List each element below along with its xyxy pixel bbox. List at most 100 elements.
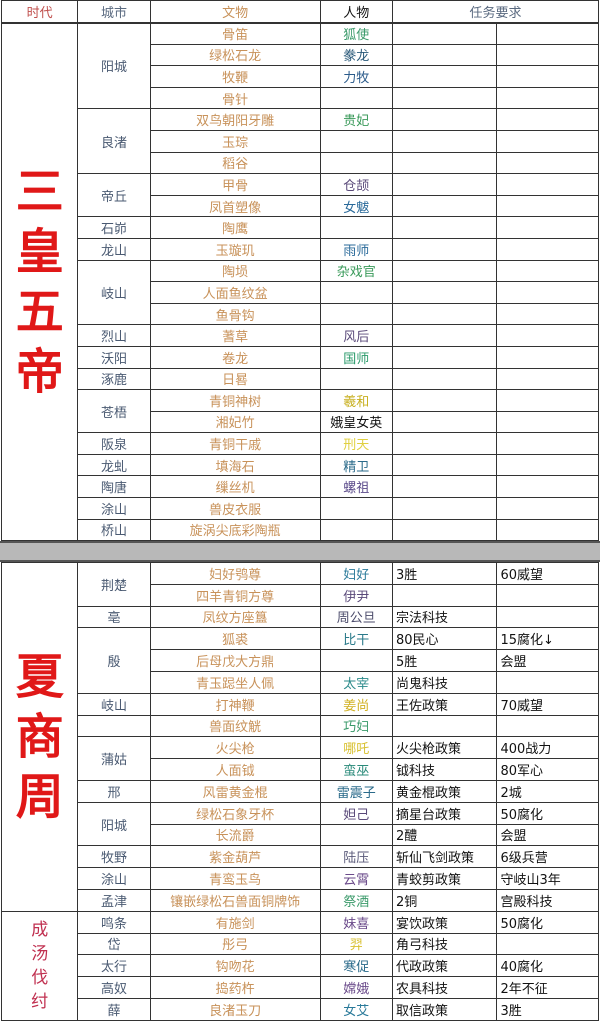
person-cell [319,497,393,520]
artifact-cell: 打神鞭 [149,692,321,716]
task-cell-2 [496,216,599,239]
task-cell-1: 王佐政策 [391,692,498,716]
artifact-cell: 彤弓 [149,932,321,956]
task-cell-1 [391,22,498,45]
person-cell: 妹喜 [319,910,393,934]
city-cell: 沃阳 [77,345,151,369]
artifact-cell: 捣药杵 [149,976,321,999]
artifact-cell: 狐裘 [149,627,321,651]
table-row: 后母戊大方鼎 5胜 会盟 [2,649,599,672]
task-cell-1 [391,714,498,738]
table-row: 陶唐 缫丝机 螺祖 [2,475,599,499]
task-cell-2 [496,475,599,499]
person-cell: 羿 [319,932,393,956]
header-city: 城市 [77,0,151,24]
city-cell: 岐山 [77,259,151,326]
person-cell: 嫦娥 [319,976,393,999]
artifact-cell: 牧鞭 [149,65,321,88]
city-cell: 孟津 [77,888,151,912]
task-cell-1 [391,497,498,520]
person-cell [319,151,393,175]
task-cell-2 [496,583,599,607]
city-cell: 岱 [77,932,151,956]
city-cell: 亳 [77,605,151,629]
table-row: 阳城 绿松石象牙杯 妲己 摘星台政策 50腐化 [2,801,599,847]
task-cell-2 [496,194,599,218]
task-cell-2 [496,108,599,131]
task-cell-1: 代政政策 [391,954,498,978]
person-cell: 仓颉 [319,173,393,196]
era-label: 三皇五帝 [15,163,64,400]
table-row: 长流爵 2醴 会盟 [2,823,599,847]
table-row: 太行 钩吻花 寒促 代政政策 40腐化 [2,954,599,978]
artifact-cell: 填海石 [149,453,321,477]
task-cell-1 [391,453,498,477]
task-cell-2: 会盟 [496,823,599,847]
task-cell-1: 5胜 [391,649,498,672]
city-cell: 高奴 [77,976,151,999]
table-row: 青玉跽坐人佩 太宰 尚鬼科技 [2,670,599,694]
task-cell-1 [391,108,498,131]
artifact-cell: 日晷 [149,367,321,391]
city-cell [77,714,151,738]
task-cell-1 [391,518,498,542]
task-cell-2 [496,605,599,629]
city-cell: 邢 [77,779,151,803]
table-row: 高奴 捣药杵 嫦娥 农具科技 2年不征 [2,976,599,999]
table-row: 石峁 陶鹰 [2,216,599,239]
artifact-cell: 妇好鸮尊 [149,562,321,585]
task-cell-1 [391,216,498,239]
table-row: 孟津 镶嵌绿松石兽面铜牌饰 祭酒 2铜 宫殿科技 [2,888,599,912]
task-cell-2 [496,43,599,67]
task-cell-1 [391,194,498,218]
table-row: 牧鞭 力牧 [2,65,599,88]
task-cell-2 [496,453,599,477]
task-cell-2 [496,281,599,304]
person-cell [319,823,393,847]
task-cell-2 [496,345,599,369]
era-cell: 成汤伐纣 [0,910,79,1021]
person-cell: 女魃 [319,194,393,218]
table-row: 邢风雷黄金棍 雷震子 黄金棍政策 2城 [2,779,599,803]
task-cell-2 [496,932,599,956]
person-cell: 雷震子 [319,779,393,803]
task-cell-2: 40腐化 [496,954,599,978]
era-cell: 三皇五帝 [0,21,79,542]
table-row: 涂山 青鸾玉鸟 云霄 青蛟剪政策 守岐山3年 [2,867,599,890]
artifact-cell: 鱼骨钩 [149,302,321,326]
task-cell-1 [391,151,498,175]
task-cell-2: 80军心 [496,758,599,781]
table-row: 桥山 旋涡尖底彩陶瓶 [2,518,599,542]
city-cell: 陶唐 [77,475,151,499]
person-cell: 力牧 [319,65,393,88]
person-cell: 妲己 [319,801,393,825]
task-cell-2: 60威望 [496,562,599,585]
person-cell: 云霄 [319,867,393,890]
table-row: 涂山 兽皮衣服 [2,497,599,520]
city-cell: 牧野 [77,845,151,869]
task-cell-1: 2醴 [391,823,498,847]
task-cell-2 [496,670,599,694]
artifact-cell: 青铜神树 [149,389,321,412]
task-cell-1 [391,324,498,347]
artifact-cell: 稻谷 [149,151,321,175]
task-cell-2 [496,65,599,88]
person-cell: 姜尚 [319,692,393,716]
table-section-sanhuang-wudi: 三皇五帝 阳城 骨笛 狐使 绿松石龙 豢龙 牧鞭 力牧 骨针 良渚 双鸟朝阳牙雕 贵妃 玉琮 稻谷 帝丘 甲骨… [0,21,599,542]
task-cell-1: 宗法科技 [391,605,498,629]
city-cell: 帝丘 [77,173,151,218]
artifact-cell: 旋涡尖底彩陶瓶 [149,518,321,542]
person-cell: 豢龙 [319,43,393,67]
task-cell-1: 农具科技 [391,976,498,999]
person-cell: 哪吒 [319,736,393,760]
task-cell-1 [391,237,498,261]
person-cell: 祭酒 [319,888,393,912]
city-cell: 涂山 [77,497,151,520]
table-row: 岐山 陶埙 杂戏官 [2,259,599,326]
city-cell: 殷 [77,627,151,694]
person-cell: 妇好 [319,562,393,585]
task-cell-1: 宴饮政策 [391,910,498,934]
table-row: 人面钺 蛮巫 钺科技 80军心 [2,758,599,781]
task-cell-1: 3胜 [391,562,498,585]
task-cell-2: 守岐山3年 [496,867,599,890]
